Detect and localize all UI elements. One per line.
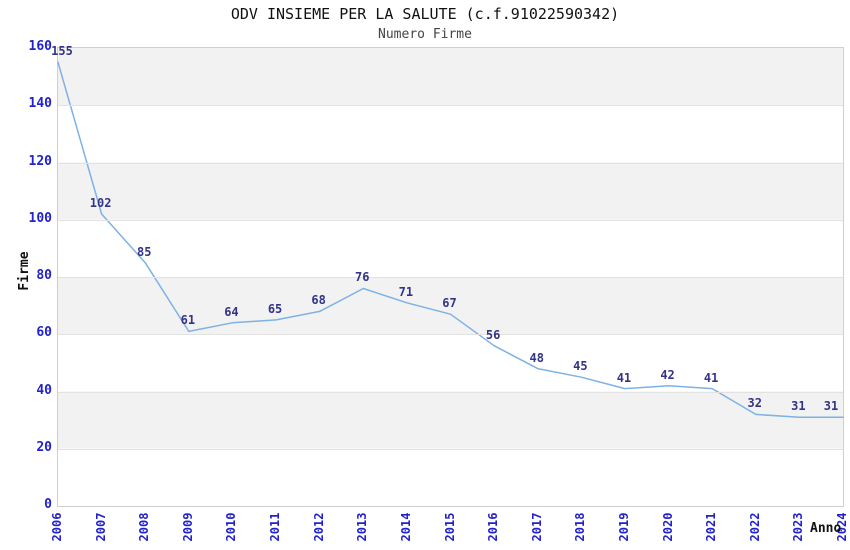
gridline — [58, 105, 843, 107]
data-point-label: 102 — [89, 196, 112, 211]
data-point-label: 71 — [398, 284, 414, 299]
gridline — [58, 219, 843, 221]
chart-title: ODV INSIEME PER LA SALUTE (c.f.910225903… — [230, 5, 620, 23]
x-tick-label: 2012 — [311, 512, 326, 542]
data-point-label: 64 — [224, 304, 239, 319]
data-point-label: 67 — [442, 296, 457, 311]
x-tick-label: 2009 — [180, 512, 195, 542]
x-tick-label: 2023 — [791, 512, 806, 542]
data-point-label: 155 — [51, 44, 73, 59]
data-point-label: 61 — [180, 313, 196, 328]
gridline — [58, 277, 843, 278]
gridline — [58, 162, 843, 164]
x-tick-label: 2011 — [268, 512, 283, 542]
data-point-label: 68 — [311, 293, 326, 308]
y-tick-label: 160 — [28, 39, 52, 54]
x-tick-label: 2021 — [704, 512, 719, 542]
x-tick-label: 2014 — [398, 512, 413, 542]
data-point-label: 76 — [355, 270, 370, 285]
data-point-label: 41 — [616, 370, 632, 385]
data-point-label: 32 — [747, 396, 762, 411]
x-axis-title: Anno — [810, 521, 842, 536]
data-point-label: 41 — [703, 370, 719, 385]
x-tick-label: 2010 — [224, 512, 239, 542]
x-tick-label: 2017 — [529, 512, 544, 542]
gridline — [58, 391, 843, 393]
data-point-label: 85 — [136, 244, 152, 259]
data-point-label: 56 — [485, 327, 501, 342]
x-tick-label: 2020 — [660, 512, 675, 542]
line-series — [57, 61, 844, 419]
data-point-label: 65 — [267, 301, 283, 316]
y-tick-label: 100 — [28, 210, 52, 226]
data-point-label: 48 — [529, 350, 544, 365]
data-point-label: 42 — [660, 367, 675, 382]
x-tick-label: 2016 — [486, 512, 501, 542]
x-tick-label: 2018 — [573, 512, 588, 542]
y-tick-label: 40 — [36, 382, 52, 398]
x-tick-label: 2015 — [442, 512, 457, 542]
y-tick-label: 120 — [28, 153, 52, 169]
x-tick-label: 2019 — [616, 512, 631, 542]
x-tick-label: 2006 — [50, 512, 64, 542]
data-point-label: 31 — [791, 399, 806, 414]
data-point-label: 31 — [823, 399, 839, 414]
gridline — [58, 448, 843, 450]
y-tick-label: 60 — [36, 325, 52, 341]
y-tick-label: 140 — [28, 96, 52, 112]
x-tick-label: 2013 — [355, 512, 370, 542]
gridline — [58, 334, 843, 336]
plot-area — [57, 47, 844, 507]
x-tick-label: 2008 — [137, 512, 152, 542]
y-tick-label: 80 — [36, 268, 52, 283]
y-tick-label: 0 — [44, 497, 52, 512]
data-point-label: 45 — [573, 359, 588, 374]
x-tick-label: 2007 — [93, 512, 108, 542]
series-polyline — [57, 61, 844, 419]
x-tick-label: 2022 — [747, 512, 762, 542]
y-tick-label: 20 — [36, 439, 52, 455]
chart-subtitle: Numero Firme — [378, 27, 472, 42]
